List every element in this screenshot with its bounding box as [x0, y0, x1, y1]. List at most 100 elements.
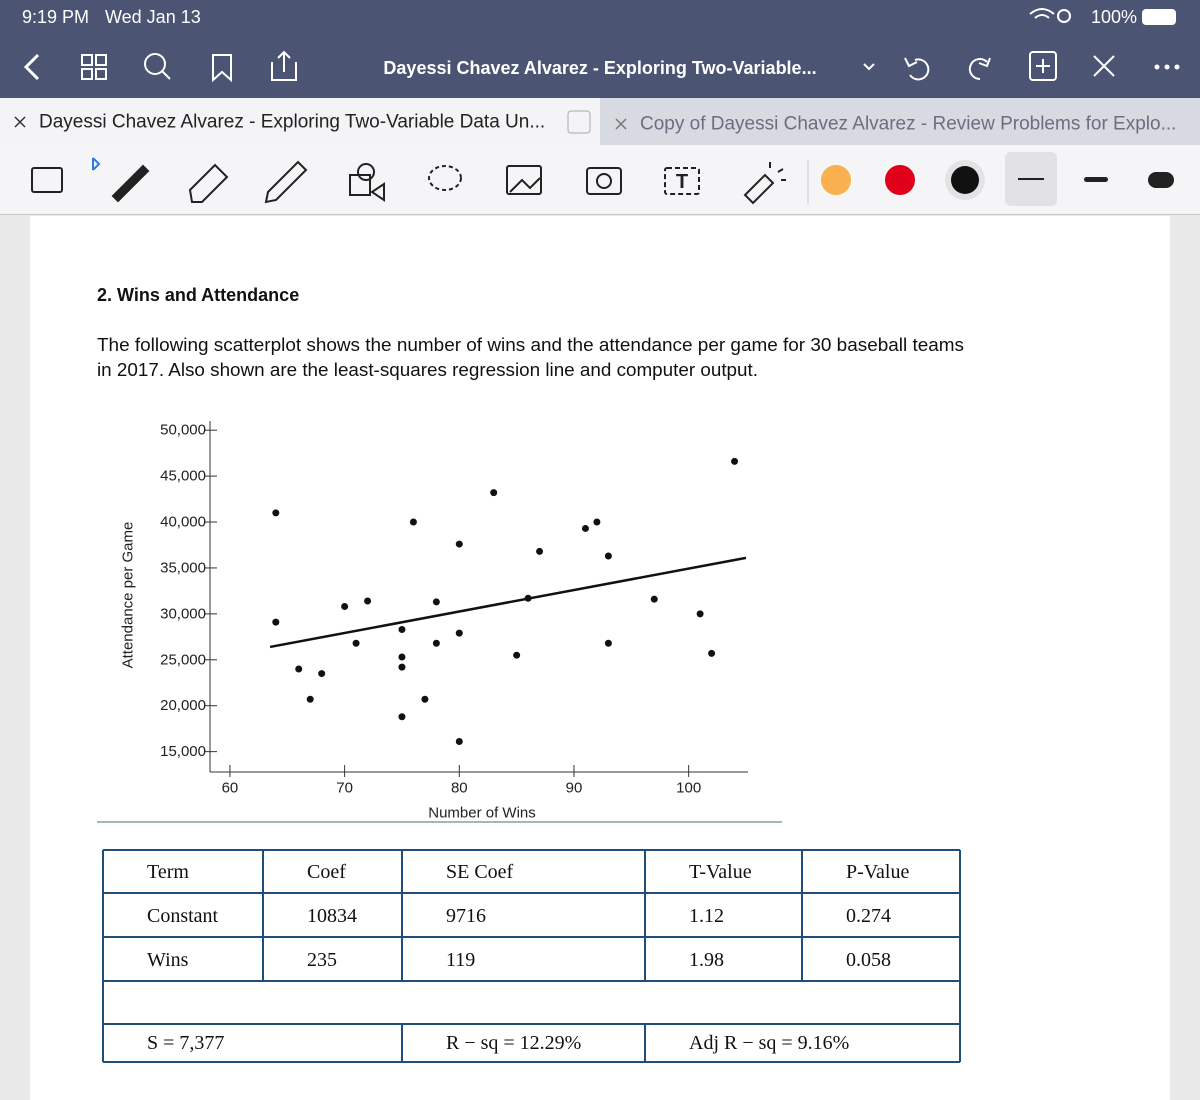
table-header: P-Value — [846, 861, 909, 883]
data-point — [352, 639, 360, 647]
table-cell: Constant — [147, 905, 219, 927]
scatter-chart: 15,000 20,000 25,000 30,000 35,000 40,000 45,0… — [120, 421, 748, 822]
title-dropdown[interactable] — [863, 63, 875, 71]
x-tick-label: 70 — [336, 780, 353, 797]
data-point — [593, 518, 601, 526]
document-page — [30, 216, 1170, 1100]
data-point — [318, 670, 326, 678]
data-point — [513, 651, 521, 659]
data-point — [295, 665, 303, 673]
table-summary: S = 7,377 — [147, 1032, 224, 1054]
nav-background — [0, 0, 1200, 100]
section-heading: 2. Wins and Attendance — [97, 285, 299, 305]
data-point — [731, 457, 739, 465]
more-dot[interactable] — [1154, 64, 1160, 70]
toolbar-icons[interactable] — [81, 50, 1115, 83]
inactive-tab[interactable] — [600, 98, 1200, 145]
y-tick-label: 35,000 — [160, 559, 206, 576]
data-point — [536, 547, 544, 555]
data-point — [432, 598, 440, 606]
color-swatch[interactable] — [951, 166, 979, 194]
tab-title[interactable]: Copy of Dayessi Chavez Alvarez - Review … — [640, 114, 1176, 135]
data-point — [524, 594, 532, 602]
active-tab[interactable] — [0, 98, 600, 145]
data-point — [272, 618, 280, 626]
x-tick-label: 80 — [451, 780, 468, 797]
regression-table: Term Coef SE Coef T-Value P-Value Constant 108… — [102, 849, 961, 1063]
tab-title[interactable]: Dayessi Chavez Alvarez - Exploring Two-V… — [39, 112, 545, 133]
text-tool-glyph[interactable]: T — [676, 171, 688, 193]
stroke-width-option[interactable] — [1084, 177, 1108, 182]
tab-close[interactable] — [14, 116, 26, 128]
data-point — [421, 695, 429, 703]
y-tick-label: 25,000 — [160, 651, 206, 668]
table-header: T-Value — [689, 861, 752, 883]
data-point — [650, 595, 658, 603]
table-summary: R − sq = 12.29% — [446, 1032, 581, 1054]
paragraph-line: in 2017. Also shown are the least-square… — [97, 360, 758, 380]
table-header: SE Coef — [446, 861, 514, 883]
status-date: Wed Jan 13 — [105, 7, 201, 27]
y-tick-label: 30,000 — [160, 605, 206, 622]
table-header: Term — [147, 861, 189, 883]
y-tick-label: 40,000 — [160, 514, 206, 531]
x-tick-label: 60 — [222, 780, 239, 797]
data-point — [490, 489, 498, 497]
tab-close[interactable] — [615, 118, 627, 130]
wifi-icon — [1029, 8, 1055, 19]
table-cell: 0.274 — [846, 905, 891, 927]
table-cell: 10834 — [307, 905, 357, 927]
table-cell: 9716 — [446, 905, 486, 927]
lock-icon — [1057, 9, 1071, 23]
regression-line — [269, 556, 747, 649]
y-tick-label: 50,000 — [160, 422, 206, 439]
data-point — [272, 509, 280, 517]
table-cell: 119 — [446, 949, 475, 971]
table-cell: 235 — [307, 949, 337, 971]
table-header: Coef — [307, 861, 346, 883]
y-tick-label: 15,000 — [160, 743, 206, 760]
tool-icons[interactable] — [31, 157, 786, 205]
table-cell: 1.12 — [689, 905, 724, 927]
status-time: 9:19 PM — [22, 7, 89, 27]
y-axis-title: Attendance per Game — [120, 522, 137, 669]
data-point — [398, 663, 406, 671]
back-button[interactable] — [23, 53, 40, 81]
color-swatch[interactable] — [885, 165, 915, 195]
document-title[interactable]: Dayessi Chavez Alvarez - Exploring Two-V… — [383, 58, 816, 78]
data-point — [581, 524, 589, 532]
data-point — [696, 610, 704, 618]
paragraph-line: The following scatterplot shows the numb… — [97, 335, 964, 355]
color-swatch[interactable] — [821, 165, 851, 195]
data-point — [455, 629, 463, 637]
data-point — [364, 597, 372, 605]
data-point — [409, 518, 417, 526]
stroke-width-option[interactable] — [1148, 172, 1174, 188]
table-cell: Wins — [147, 949, 189, 971]
table-summary: Adj R − sq = 9.16% — [689, 1032, 849, 1054]
x-tick-label: 100 — [676, 780, 701, 797]
more-dot[interactable] — [1174, 64, 1180, 70]
table-cell: 0.058 — [846, 949, 891, 971]
more-dot[interactable] — [1164, 64, 1170, 70]
data-point — [708, 649, 716, 657]
stroke-width-option[interactable] — [1018, 178, 1044, 180]
y-tick-label: 20,000 — [160, 697, 206, 714]
data-point — [341, 603, 349, 611]
data-point — [398, 713, 406, 721]
y-tick-label: 45,000 — [160, 468, 206, 485]
battery-icon — [1142, 9, 1176, 25]
x-tick-label: 90 — [566, 780, 583, 797]
table-cell: 1.98 — [689, 949, 724, 971]
data-point — [398, 625, 406, 633]
data-point — [455, 540, 463, 548]
data-point — [455, 738, 463, 746]
data-point — [432, 639, 440, 647]
x-axis-title: Number of Wins — [428, 805, 536, 822]
data-point — [604, 639, 612, 647]
data-point — [306, 695, 314, 703]
data-point — [604, 552, 612, 560]
split-icon[interactable] — [567, 110, 591, 134]
